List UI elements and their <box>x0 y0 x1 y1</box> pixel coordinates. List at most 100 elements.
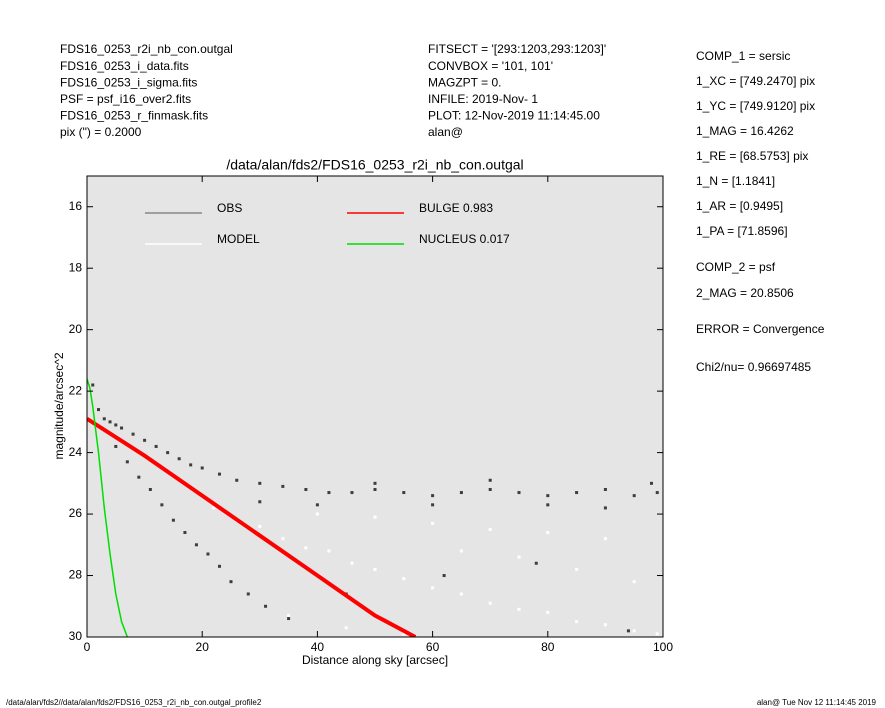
y-tick-label: 26 <box>69 506 83 520</box>
data-point <box>229 580 233 584</box>
data-point <box>217 564 221 568</box>
y-tick-label: 20 <box>69 322 83 336</box>
header-left-line: PSF = psf_i16_over2.fits <box>60 92 191 106</box>
data-point <box>194 543 198 547</box>
data-point <box>212 506 216 510</box>
data-point <box>258 500 262 504</box>
x-tick-label: 0 <box>84 640 91 654</box>
parameter-line: COMP_2 = psf <box>696 260 776 274</box>
data-point <box>304 546 308 550</box>
data-point <box>649 481 653 485</box>
data-point <box>281 484 285 488</box>
y-tick-label: 30 <box>69 629 83 643</box>
data-point <box>575 620 579 624</box>
data-point <box>632 580 636 584</box>
data-point <box>304 487 308 491</box>
data-point <box>517 555 521 559</box>
data-point <box>546 531 550 535</box>
data-point <box>327 549 331 553</box>
data-point <box>189 463 193 467</box>
data-point <box>114 444 118 448</box>
data-point <box>603 487 607 491</box>
y-tick-label: 28 <box>69 568 83 582</box>
parameter-line: 1_AR = [0.9495] <box>696 199 783 213</box>
footer-left: /data/alan/fds2//data/alan/fds2/FDS16_02… <box>6 698 262 707</box>
plot-background <box>87 176 663 637</box>
data-point <box>258 481 262 485</box>
parameter-line: Chi2/nu= 0.96697485 <box>696 360 811 374</box>
y-axis-label: magnitude/arcsec^2 <box>52 352 66 459</box>
y-tick-label: 18 <box>69 260 83 274</box>
parameter-line: 1_PA = [71.8596] <box>696 224 788 238</box>
data-point <box>281 537 285 541</box>
header-center-line: FITSECT = '[293:1203,293:1203]' <box>428 42 606 56</box>
data-point <box>166 451 170 455</box>
data-point <box>350 491 354 495</box>
chart-title: /data/alan/fds2/FDS16_0253_r2i_nb_con.ou… <box>226 157 523 173</box>
header-left-line: FDS16_0253_i_sigma.fits <box>60 75 197 89</box>
data-point <box>488 601 492 605</box>
data-point <box>373 481 377 485</box>
data-point <box>626 629 630 633</box>
x-tick-label: 60 <box>426 640 440 654</box>
data-point <box>373 567 377 571</box>
data-point <box>246 592 250 596</box>
parameter-line: 1_YC = [749.9120] pix <box>696 99 815 113</box>
data-point <box>183 531 187 535</box>
data-point <box>575 567 579 571</box>
data-point <box>632 629 636 633</box>
data-point <box>655 632 659 636</box>
profile-line <box>87 378 129 637</box>
legend-label: NUCLEUS 0.017 <box>419 232 510 246</box>
data-point <box>546 494 550 498</box>
header-center-line: INFILE: 2019-Nov- 1 <box>428 92 538 106</box>
header-left-line: FDS16_0253_r2i_nb_con.outgal <box>60 42 233 56</box>
footer-right: alan@ Tue Nov 12 11:14:45 2019 <box>757 698 877 707</box>
data-point <box>442 574 446 578</box>
header-left-line: FDS16_0253_i_data.fits <box>60 59 189 73</box>
data-point <box>534 561 538 565</box>
data-point <box>488 478 492 482</box>
x-tick-label: 40 <box>311 640 325 654</box>
data-point <box>120 426 124 430</box>
y-tick-label: 16 <box>69 199 83 213</box>
header-center-line: alan@ <box>428 125 463 139</box>
data-point <box>131 432 135 436</box>
header-center-line: CONVBOX = '101, 101' <box>428 59 553 73</box>
data-point <box>488 487 492 491</box>
data-point <box>603 623 607 627</box>
data-point <box>217 472 221 476</box>
data-point <box>235 478 239 482</box>
data-point <box>287 613 291 617</box>
data-point <box>488 527 492 531</box>
data-point <box>315 503 319 507</box>
data-point <box>655 491 659 495</box>
data-point <box>402 632 406 636</box>
data-point <box>171 518 175 522</box>
data-point <box>148 487 152 491</box>
data-point <box>373 487 377 491</box>
parameter-line: 2_MAG = 20.8506 <box>696 286 794 300</box>
data-point <box>125 460 129 464</box>
parameter-line: ERROR = Convergence <box>696 322 825 336</box>
data-point <box>546 503 550 507</box>
y-tick-label: 22 <box>69 383 83 397</box>
data-point <box>431 521 435 525</box>
data-point <box>287 617 291 621</box>
data-point <box>459 491 463 495</box>
data-point <box>350 561 354 565</box>
data-point <box>160 503 164 507</box>
data-point <box>575 491 579 495</box>
data-point <box>137 475 141 479</box>
data-point <box>206 552 210 556</box>
data-point <box>431 494 435 498</box>
parameter-line: 1_N = [1.1841] <box>696 174 775 188</box>
data-point <box>632 494 636 498</box>
x-tick-label: 80 <box>541 640 555 654</box>
data-point <box>517 607 521 611</box>
data-point <box>327 491 331 495</box>
parameter-line: 1_XC = [749.2470] pix <box>696 74 815 88</box>
legend-label: BULGE 0.983 <box>419 201 493 215</box>
plot-area <box>87 378 659 637</box>
